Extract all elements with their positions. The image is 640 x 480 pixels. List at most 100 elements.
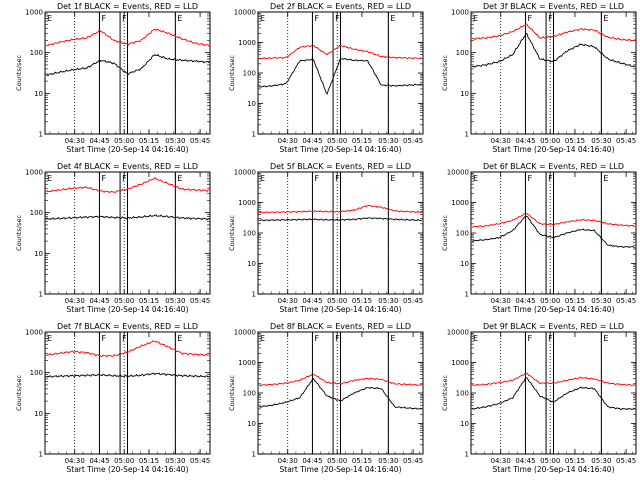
- x-tick-label: 04:45: [302, 457, 322, 465]
- panel-det-9: Det 9f BLACK = Events, RED = LLD E F F E 1 10 1…: [441, 322, 637, 474]
- y-tick-label: 10: [34, 250, 43, 258]
- series-line-lld: [45, 28, 210, 47]
- x-tick-label: 04:45: [302, 137, 322, 145]
- x-tick-label: 04:30: [278, 297, 298, 305]
- panel-det-5: Det 5f BLACK = Events, RED = LLD E F F E 1 10 1…: [228, 162, 424, 314]
- panel-title: Det 2f BLACK = Events, RED = LLD: [270, 2, 411, 11]
- interval-marker: F: [314, 14, 319, 23]
- series-line-lld: [258, 373, 423, 387]
- x-tick-label: 05:45: [190, 297, 210, 305]
- x-tick-label: 04:45: [89, 297, 109, 305]
- x-tick-label: 05:30: [591, 297, 611, 305]
- y-tick-label: 10: [34, 410, 43, 418]
- panel-det-2: Det 2f BLACK = Events, RED = LLD E F F E 1 10 1…: [228, 2, 424, 154]
- interval-marker: F: [122, 334, 127, 343]
- x-tick-label: 05:15: [139, 297, 159, 305]
- y-tick-label: 10: [460, 90, 469, 98]
- x-tick-label: 05:00: [114, 137, 134, 145]
- y-tick-label: 1: [465, 291, 469, 299]
- y-axis-label: Counts/sec: [15, 55, 23, 91]
- series-line-lld: [471, 372, 636, 387]
- y-tick-label: 100: [243, 390, 256, 398]
- panel-title: Det 8f BLACK = Events, RED = LLD: [270, 322, 411, 331]
- panel-title: Det 6f BLACK = Events, RED = LLD: [483, 162, 624, 171]
- x-tick-label: 05:00: [327, 137, 347, 145]
- x-tick-label: 05:45: [616, 457, 636, 465]
- x-tick-label: 05:00: [327, 457, 347, 465]
- y-tick-label: 100: [456, 49, 469, 57]
- y-tick-label: 100: [243, 230, 256, 238]
- interval-marker: E: [390, 174, 395, 183]
- y-axis-label: Counts/sec: [441, 375, 449, 411]
- x-tick-label: 04:30: [65, 297, 85, 305]
- y-tick-label: 10000: [234, 9, 256, 17]
- panel-title: Det 1f BLACK = Events, RED = LLD: [57, 2, 198, 11]
- panel-det-8: Det 8f BLACK = Events, RED = LLD E F F E 1 10 1…: [228, 322, 424, 474]
- y-tick-label: 10000: [447, 169, 469, 177]
- x-axis-label: Start Time (20-Sep-14 04:16:40): [280, 465, 402, 474]
- interval-marker: F: [527, 334, 532, 343]
- y-axis-label: Counts/sec: [441, 55, 449, 91]
- y-tick-label: 1: [252, 131, 256, 139]
- x-tick-label: 04:30: [65, 457, 85, 465]
- x-axis-label: Start Time (20-Sep-14 04:16:40): [67, 145, 189, 154]
- y-tick-label: 10: [460, 260, 469, 268]
- x-tick-label: 05:45: [403, 137, 423, 145]
- interval-marker: F: [335, 334, 340, 343]
- interval-marker: F: [314, 174, 319, 183]
- x-tick-label: 05:00: [540, 297, 560, 305]
- interval-marker: F: [548, 334, 553, 343]
- y-axis-label: Counts/sec: [15, 215, 23, 251]
- y-tick-label: 1000: [451, 199, 469, 207]
- interval-marker: E: [603, 14, 608, 23]
- interval-marker: E: [390, 14, 395, 23]
- panel-det-7: Det 7f BLACK = Events, RED = LLD E F F E 1 10 1…: [15, 322, 211, 474]
- x-tick-label: 05:30: [165, 297, 185, 305]
- y-tick-label: 1000: [25, 329, 43, 337]
- interval-marker: E: [260, 334, 265, 343]
- y-tick-label: 10: [34, 90, 43, 98]
- interval-marker: E: [47, 334, 52, 343]
- x-tick-label: 05:30: [378, 137, 398, 145]
- x-tick-label: 05:15: [565, 457, 585, 465]
- x-axis-label: Start Time (20-Sep-14 04:16:40): [280, 305, 402, 314]
- x-axis-label: Start Time (20-Sep-14 04:16:40): [493, 465, 615, 474]
- series-line-lld: [258, 44, 423, 60]
- series-line-events: [471, 215, 636, 249]
- y-tick-label: 1: [465, 131, 469, 139]
- interval-marker: F: [335, 174, 340, 183]
- series-line-lld: [258, 204, 423, 214]
- y-tick-label: 1: [465, 451, 469, 459]
- y-tick-label: 100: [30, 209, 43, 217]
- x-tick-label: 05:00: [327, 297, 347, 305]
- series-line-events: [45, 214, 210, 221]
- x-tick-label: 04:45: [302, 297, 322, 305]
- x-tick-label: 05:15: [139, 137, 159, 145]
- x-axis-label: Start Time (20-Sep-14 04:16:40): [67, 305, 189, 314]
- x-tick-label: 04:30: [278, 137, 298, 145]
- interval-marker: E: [177, 14, 182, 23]
- series-line-events: [471, 376, 636, 411]
- x-tick-label: 05:15: [352, 137, 372, 145]
- interval-marker: F: [548, 174, 553, 183]
- x-tick-label: 05:00: [114, 457, 134, 465]
- y-axis-label: Counts/sec: [441, 215, 449, 251]
- x-tick-label: 04:30: [65, 137, 85, 145]
- x-tick-label: 04:30: [491, 297, 511, 305]
- y-tick-label: 100: [456, 230, 469, 238]
- y-tick-label: 10: [247, 420, 256, 428]
- x-tick-label: 05:00: [540, 457, 560, 465]
- x-tick-label: 05:30: [378, 297, 398, 305]
- interval-marker: E: [603, 334, 608, 343]
- x-axis-label: Start Time (20-Sep-14 04:16:40): [280, 145, 402, 154]
- panel-title: Det 4f BLACK = Events, RED = LLD: [57, 162, 198, 171]
- interval-marker: F: [335, 14, 340, 23]
- x-tick-label: 04:45: [89, 457, 109, 465]
- interval-marker: F: [527, 174, 532, 183]
- panel-det-4: Det 4f BLACK = Events, RED = LLD E F F E 1 10 1…: [15, 162, 211, 314]
- y-tick-label: 1: [39, 131, 43, 139]
- panel-det-1: Det 1f BLACK = Events, RED = LLD E F F E 1 10 1…: [15, 2, 211, 154]
- panel-det-3: Det 3f BLACK = Events, RED = LLD E F F E 1 10 1…: [441, 2, 637, 154]
- y-tick-label: 1: [252, 291, 256, 299]
- interval-marker: E: [177, 334, 182, 343]
